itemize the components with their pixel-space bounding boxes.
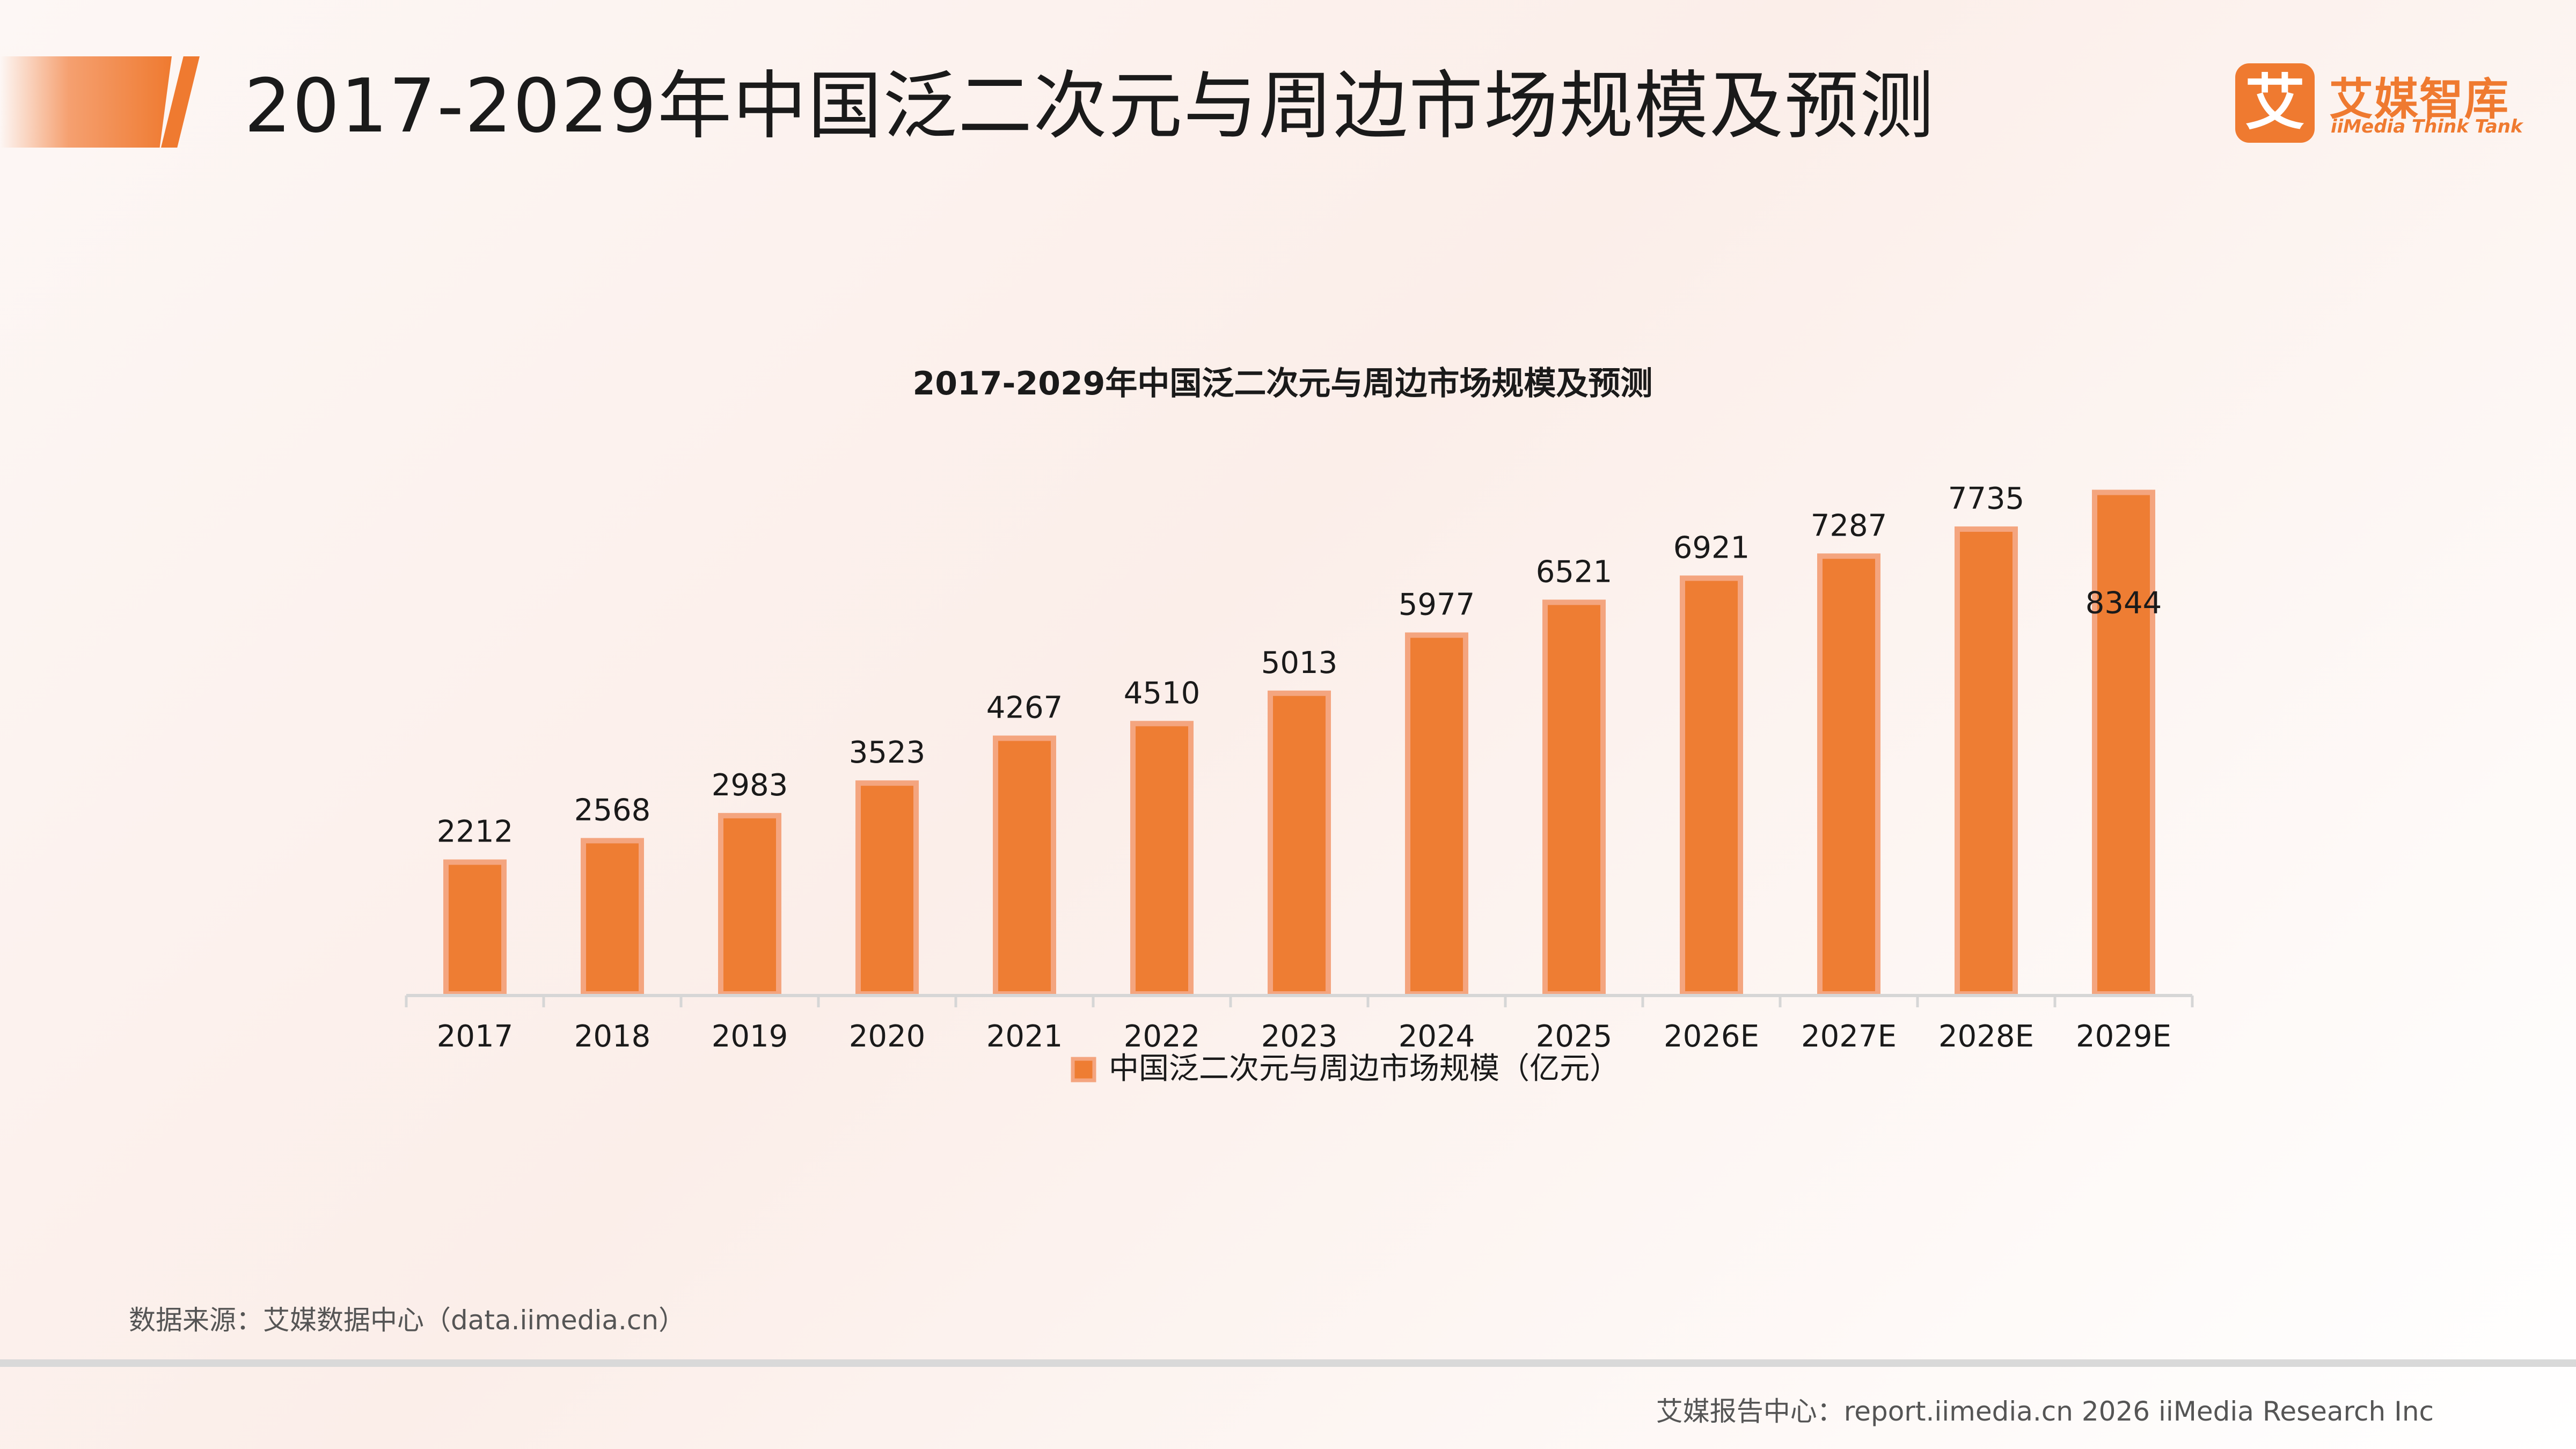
bar xyxy=(1817,553,1880,997)
legend-swatch xyxy=(1071,1057,1096,1082)
data-label: 6921 xyxy=(1673,530,1750,565)
bar xyxy=(1405,632,1468,997)
data-label: 2568 xyxy=(574,793,651,828)
bar xyxy=(443,859,507,997)
bar-series: 2212 2568 2983 3523 4267 4510 5013 5977 6521 6921… xyxy=(437,481,2162,997)
bar xyxy=(993,735,1056,997)
header-accent-bar xyxy=(0,56,172,148)
page-title: 2017-2029年中国泛二次元与周边市场规模及预测 xyxy=(244,63,1935,149)
x-tick-label: 2022 xyxy=(1124,1019,1201,1054)
x-tick-label: 2017 xyxy=(437,1019,514,1054)
footer-divider xyxy=(0,1359,2576,1367)
x-tick-label: 2027E xyxy=(1801,1019,1897,1054)
chart-title: 2017-2029年中国泛二次元与周边市场规模及预测 xyxy=(913,365,1653,402)
logo-name-en: iiMedia Think Tank xyxy=(2331,116,2523,137)
data-label: 8344 xyxy=(2085,586,2162,621)
bar xyxy=(718,813,781,997)
x-tick-label: 2024 xyxy=(1399,1019,1475,1054)
bar xyxy=(855,780,919,997)
data-source-note: 数据来源：艾媒数据中心（data.iimedia.cn） xyxy=(129,1305,686,1336)
data-label: 5013 xyxy=(1261,646,1338,680)
data-label: 4267 xyxy=(986,691,1063,726)
x-axis: 2017 2018 2019 2020 2021 2022 2023 2024 2025 2026… xyxy=(405,994,2194,1054)
x-tick-label: 2020 xyxy=(849,1019,926,1054)
x-tick-label: 2026E xyxy=(1664,1019,1759,1054)
bar xyxy=(1130,721,1194,997)
logo-name-cn: 艾媒智库 xyxy=(2329,74,2510,125)
x-tick-label: 2025 xyxy=(1536,1019,1613,1054)
bar xyxy=(1542,599,1606,997)
bar xyxy=(1268,690,1331,997)
brand-logo: 艾 艾媒智库 iiMedia Think Tank xyxy=(2235,63,2523,144)
bar xyxy=(581,838,644,997)
data-label: 7287 xyxy=(1811,508,1887,543)
data-label: 5977 xyxy=(1399,587,1475,622)
data-label: 2212 xyxy=(437,814,514,849)
bar xyxy=(2092,489,2155,997)
chart-legend: 中国泛二次元与周边市场规模（亿元） xyxy=(1071,1051,1620,1086)
footer-credit: 艾媒报告中心：report.iimedia.cn 2026 iiMedia Re… xyxy=(1656,1396,2434,1427)
legend-label: 中国泛二次元与周边市场规模（亿元） xyxy=(1109,1051,1620,1086)
bar xyxy=(1955,526,2018,997)
bar xyxy=(1680,575,1743,997)
x-tick-label: 2019 xyxy=(712,1019,788,1054)
x-tick-label: 2021 xyxy=(986,1019,1063,1054)
data-label: 4510 xyxy=(1124,676,1201,711)
data-label: 6521 xyxy=(1536,554,1613,589)
x-tick-label: 2018 xyxy=(574,1019,651,1054)
data-label: 7735 xyxy=(1948,481,2025,516)
x-tick-label: 2028E xyxy=(1938,1019,2034,1054)
x-tick-label: 2023 xyxy=(1261,1019,1338,1054)
data-label: 2983 xyxy=(712,768,788,803)
x-tick-label: 2029E xyxy=(2076,1019,2171,1054)
data-label: 3523 xyxy=(849,735,926,770)
logo-mark-icon: 艾 xyxy=(2235,63,2315,143)
